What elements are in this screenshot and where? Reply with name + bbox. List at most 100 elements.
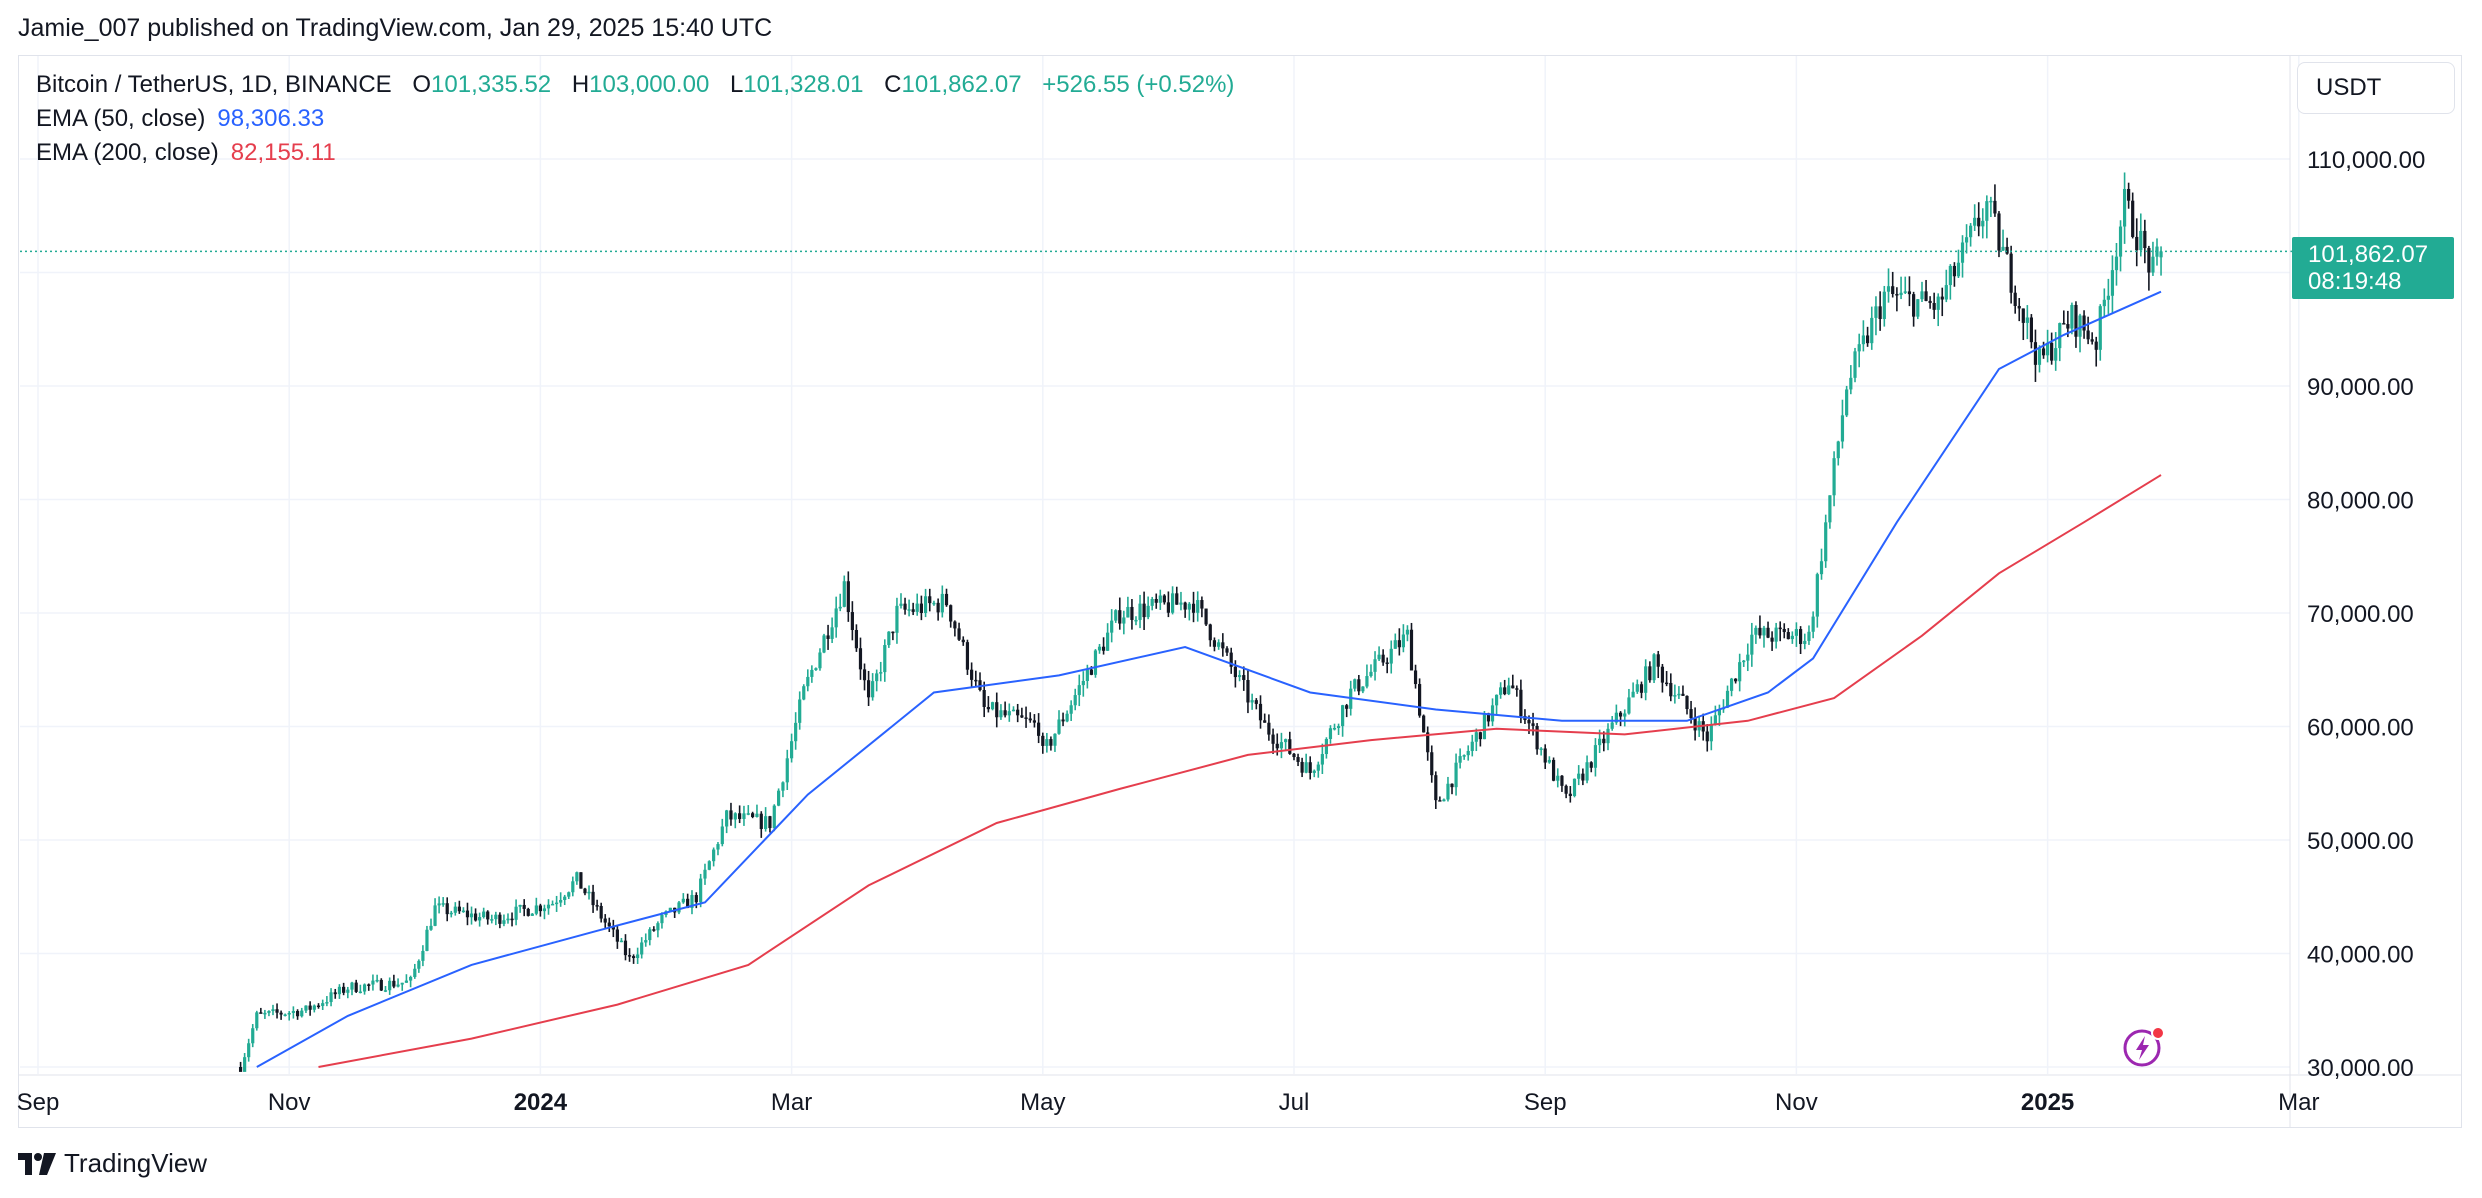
candle-body [1020, 715, 1024, 718]
candle-body [1385, 662, 1389, 664]
candle-body [304, 1005, 308, 1011]
candle-body [631, 956, 636, 959]
candle-body [2098, 306, 2102, 350]
candle-body [2110, 270, 2115, 296]
candle-body [494, 914, 498, 920]
candle-body [1332, 727, 1337, 730]
candle-body [1196, 600, 1200, 613]
candle-body [990, 702, 995, 710]
candle-body [1973, 217, 1977, 226]
candle-body [449, 912, 453, 915]
candle-body [567, 892, 571, 897]
candle-body [729, 810, 733, 820]
candle-body [1377, 654, 1381, 660]
currency-button[interactable]: USDT [2297, 62, 2455, 114]
candle-body [1738, 662, 1742, 682]
candle-body [1494, 694, 1499, 706]
chart-frame [18, 55, 2462, 1128]
candle-body [2118, 226, 2123, 257]
ema50-legend[interactable]: EMA (50, close) 98,306.33 [36, 102, 1234, 136]
candle-body [903, 603, 907, 610]
candle-body [2078, 315, 2082, 337]
candle-body [316, 1005, 321, 1008]
candle-body [1685, 695, 1689, 710]
candle-body [1263, 720, 1267, 723]
candle-body [563, 896, 567, 900]
candle-body [1434, 775, 1438, 801]
candle-body [961, 639, 965, 643]
candle-body [1208, 624, 1212, 641]
candle-body [583, 888, 587, 894]
candle-body [546, 904, 551, 909]
candle-body [1142, 603, 1146, 618]
candle-body [2009, 253, 2013, 293]
time-tick-label: Sep [17, 1089, 60, 1116]
candle-body [1191, 603, 1196, 613]
candle-body [1857, 344, 1861, 352]
candle-body [518, 904, 522, 907]
candle-body [1948, 265, 1952, 286]
candle-body [530, 913, 534, 916]
candle-body [1693, 718, 1697, 731]
symbol-title[interactable]: Bitcoin / TetherUS, 1D, BINANCE [36, 71, 392, 98]
candle-body [1146, 605, 1150, 618]
candle-body [1531, 723, 1535, 726]
candle-body [1049, 739, 1053, 746]
candle-body [1960, 242, 1965, 263]
ema200-legend[interactable]: EMA (200, close) 82,155.11 [36, 136, 1234, 170]
candle-body [1341, 705, 1345, 727]
candle-body [1762, 627, 1766, 636]
close-label: C [884, 71, 902, 98]
candle-body [957, 628, 961, 640]
candle-body [636, 954, 640, 959]
candle-body [1101, 646, 1106, 651]
candle-body [911, 609, 915, 612]
candle-body [1956, 262, 1961, 277]
candle-body [1989, 200, 1993, 203]
candle-body [1369, 671, 1373, 677]
candle-body [1705, 731, 1709, 742]
candle-body [1535, 725, 1539, 750]
candle-body [1903, 291, 1907, 293]
candle-body [1237, 675, 1242, 678]
candle-body [660, 914, 664, 924]
ema50-value: 98,306.33 [217, 105, 325, 132]
candle-body [2151, 256, 2155, 273]
candle-body [2135, 236, 2139, 251]
candle-body [1836, 441, 1840, 459]
candle-body [802, 686, 806, 700]
lightning-icon[interactable] [2122, 1024, 2166, 1068]
candle-body [1077, 685, 1081, 696]
candle-body [949, 605, 953, 622]
candle-body [1114, 610, 1118, 621]
change-value: +526.55 (+0.52%) [1042, 71, 1235, 98]
candle-body [453, 906, 457, 913]
candle-body [838, 606, 842, 609]
candle-body [640, 942, 644, 955]
candle-body [1556, 775, 1560, 781]
candle-body [830, 627, 834, 639]
candle-body [392, 980, 396, 987]
tradingview-logo[interactable]: TradingView [18, 1148, 207, 1179]
candle-body [1807, 631, 1811, 641]
candle-body [591, 891, 595, 906]
time-tick-label: May [1020, 1089, 1065, 1116]
time-tick-label: Mar [2278, 1089, 2319, 1116]
ema200-value: 82,155.11 [230, 139, 336, 166]
candle-body [595, 905, 599, 907]
candle-body [1564, 785, 1568, 794]
candle-body [2139, 230, 2143, 251]
candle-body [1389, 648, 1393, 664]
candle-body [329, 992, 333, 1003]
candle-body [1589, 762, 1593, 768]
candle-body [1320, 754, 1324, 765]
candle-body [995, 702, 999, 718]
candle-body [383, 990, 388, 992]
candle-body [1774, 627, 1778, 642]
time-tick-label: Jul [1279, 1089, 1310, 1116]
candle-body [982, 689, 986, 707]
candle-body [1717, 709, 1722, 716]
candle-body [271, 1009, 275, 1012]
candle-body [457, 906, 461, 912]
